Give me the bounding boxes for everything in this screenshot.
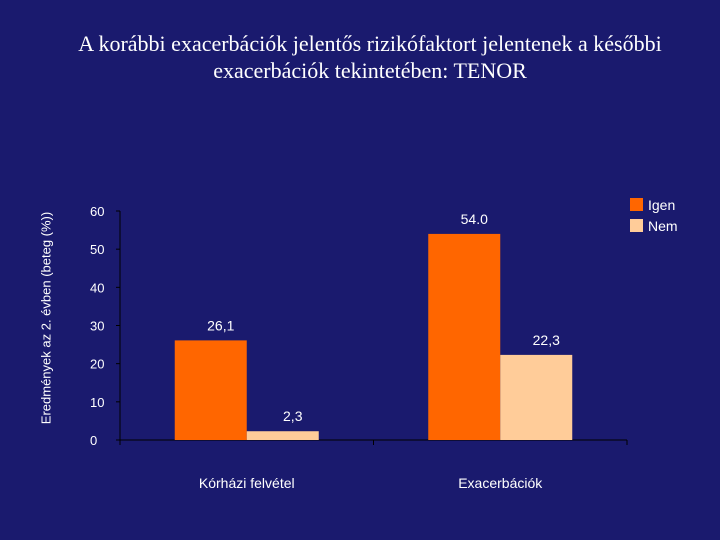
bar-igen <box>174 340 247 440</box>
bar-nem <box>500 354 573 440</box>
x-category-label: Kórházi felvétel <box>199 475 295 491</box>
data-label: 26,1 <box>207 317 234 333</box>
legend-item-nem: Nem <box>630 215 678 236</box>
x-category-label: Exacerbációk <box>458 475 543 491</box>
y-tick-label: 50 <box>90 242 104 257</box>
y-tick-label: 30 <box>90 319 104 334</box>
chart-legend: Igen Nem <box>630 194 678 236</box>
legend-label-nem: Nem <box>648 217 678 234</box>
y-tick-label: 10 <box>90 395 104 410</box>
legend-label-igen: Igen <box>648 196 676 213</box>
legend-swatch-igen <box>630 198 643 211</box>
bar-igen <box>428 233 501 440</box>
data-label: 2,3 <box>283 408 303 424</box>
chart-title: A korábbi exacerbációk jelentős rizikófa… <box>78 31 662 83</box>
y-tick-label: 0 <box>90 433 97 448</box>
legend-item-igen: Igen <box>630 194 678 215</box>
y-tick-label: 40 <box>90 280 104 295</box>
y-tick-label: 60 <box>90 204 104 219</box>
data-label: 54.0 <box>461 211 488 227</box>
bar-nem <box>246 431 319 440</box>
legend-swatch-nem <box>630 219 643 232</box>
y-tick-label: 20 <box>90 357 104 372</box>
data-label: 22,3 <box>533 332 560 348</box>
